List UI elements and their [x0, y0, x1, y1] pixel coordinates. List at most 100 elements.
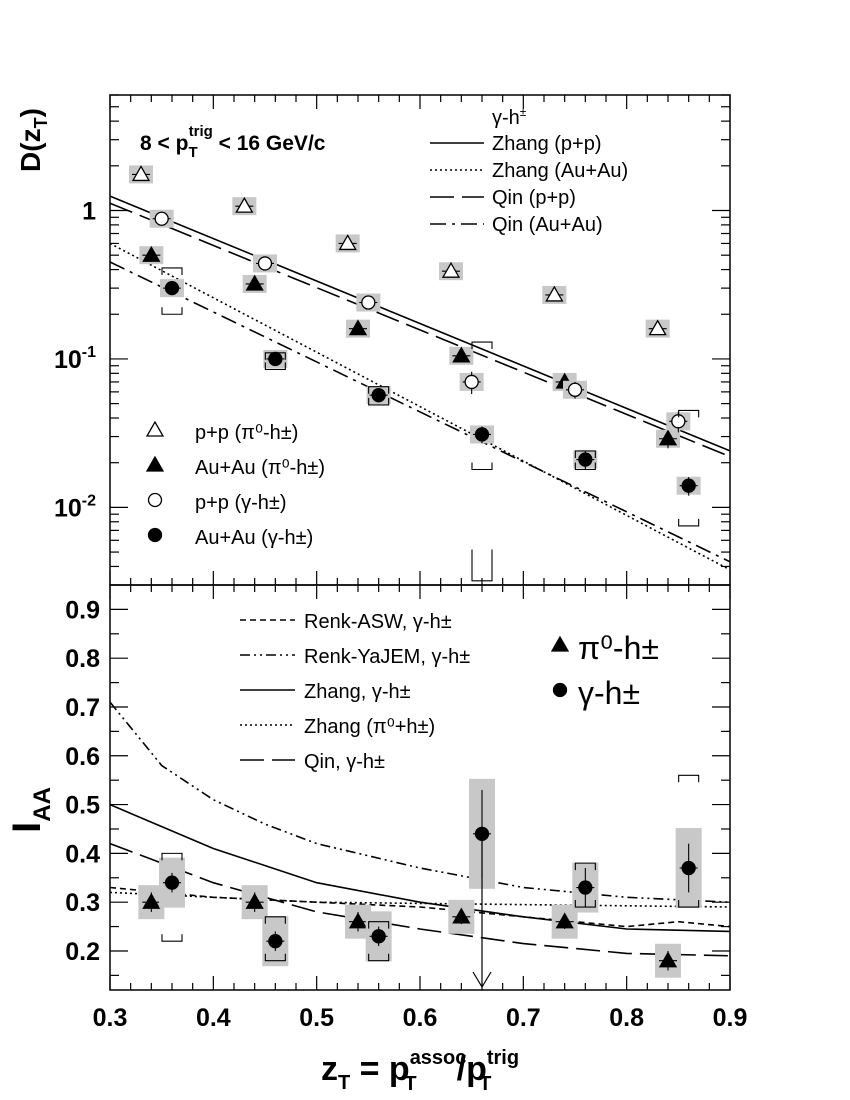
- data-point-open-circle: [257, 256, 273, 271]
- sys-bracket: [368, 397, 390, 406]
- legend-curve-label: Zhang (Au+Au): [492, 160, 628, 182]
- bottom-y-tick-label: 0.9: [65, 596, 100, 624]
- sys-bracket: [368, 953, 390, 962]
- legend-marker-open-circle: [147, 492, 163, 508]
- bottom-y-tick-label: 0.8: [65, 645, 100, 673]
- sys-bracket: [161, 852, 183, 861]
- data-point-filled-circle: [164, 280, 180, 296]
- top-y-tick-label: 1: [82, 198, 96, 226]
- sys-bracket: [264, 362, 286, 370]
- sys-bracket: [368, 921, 390, 929]
- legend-series-label: Au+Au (γ-h±): [195, 527, 313, 549]
- data-point-filled-circle: [268, 351, 283, 367]
- data-point-open-triangle: [648, 319, 667, 336]
- sys-bracket: [471, 462, 493, 471]
- data-point-filled-triangle: [348, 912, 368, 929]
- data-point-filled-triangle: [658, 951, 678, 968]
- bottom-legend-curve-label: Zhang (π⁰+h±): [304, 716, 435, 738]
- x-tick-label: 0.3: [93, 1004, 128, 1032]
- bottom-curve-dashed: [109, 842, 731, 957]
- data-point-open-triangle: [338, 234, 357, 251]
- legend-series-label: p+p (π⁰-h±): [195, 422, 298, 444]
- data-point-filled-circle: [474, 427, 490, 442]
- data-point-filled-triangle: [348, 319, 368, 336]
- data-point-filled-circle: [681, 478, 696, 493]
- data-point-filled-triangle: [142, 245, 161, 262]
- bottom-legend-curve-label: Qin, γ-h±: [304, 751, 385, 773]
- data-point-filled-triangle: [555, 912, 574, 929]
- sys-bracket: [574, 862, 596, 871]
- legend-curve-label: Qin (Au+Au): [492, 214, 603, 236]
- bottom-y-tick-label: 0.2: [65, 938, 100, 966]
- data-point-filled-circle: [268, 934, 283, 949]
- bottom-y-tick-label: 0.6: [65, 743, 100, 771]
- legend-series-label: p+p (γ-h±): [195, 492, 287, 514]
- x-tick-label: 0.6: [403, 1004, 438, 1032]
- bottom-y-tick-label: 0.4: [65, 840, 100, 868]
- bottom-legend-curve-label: Renk-YaJEM, γ-h±: [304, 646, 470, 668]
- sys-bracket: [471, 341, 493, 350]
- x-tick-label: 0.7: [506, 1004, 541, 1032]
- x-axis: 0.3 0.4 0.5 0.6 0.7 0.8 0.9 zT = passoc T/ptrig T: [93, 1004, 748, 1095]
- trigger-range-annotation: 8 < pTtrig < 16 GeV/c: [140, 123, 326, 161]
- data-point-filled-triangle: [658, 429, 678, 446]
- data-point-filled-circle: [164, 875, 180, 890]
- upper-limit-arrowhead: [472, 971, 492, 989]
- bottom-y-axis-label: IAA: [5, 787, 56, 833]
- x-tick-label: 0.9: [713, 1004, 748, 1032]
- top-curve-solid: [109, 195, 731, 452]
- top-line-legend-title: γ-h±: [492, 105, 527, 129]
- data-point-filled-circle: [578, 452, 593, 467]
- data-point-filled-circle: [578, 880, 593, 895]
- bottom-curve-solid: [109, 803, 731, 933]
- bottom-y-tick-label: 0.3: [65, 889, 100, 917]
- sys-bracket: [264, 916, 286, 924]
- bottom-curve-shortdash: [109, 886, 731, 928]
- data-point-filled-triangle: [245, 274, 264, 291]
- sys-bracket: [574, 900, 596, 908]
- sys-bracket: [264, 352, 286, 360]
- top-y-tick-label: 10-1: [54, 344, 96, 374]
- sys-bracket: [678, 518, 700, 527]
- sys-bracket: [264, 953, 286, 962]
- bottom-legend-marker-filled-circle: [552, 682, 568, 698]
- bottom-curve-dotted: [109, 891, 731, 908]
- sys-bracket: [678, 409, 700, 418]
- data-point-open-circle: [154, 211, 169, 226]
- x-tick-label: 0.8: [609, 1004, 644, 1032]
- data-point-filled-triangle: [452, 346, 471, 363]
- x-tick-label: 0.4: [196, 1004, 231, 1032]
- top-y-axis-label: D(zT): [15, 108, 51, 172]
- data-point-filled-triangle: [245, 892, 264, 909]
- bottom-legend-series-label: γ-h±: [578, 675, 640, 711]
- data-point-filled-circle: [371, 388, 386, 403]
- x-axis-label: zT = passoc T/ptrig T: [321, 1047, 519, 1095]
- legend-marker-open-triangle: [145, 420, 165, 437]
- sys-bracket: [678, 774, 700, 783]
- data-point-filled-triangle: [452, 907, 471, 924]
- data-point-filled-circle: [371, 929, 386, 944]
- data-point-open-triangle: [235, 196, 254, 213]
- data-point-open-circle: [567, 382, 583, 397]
- data-point-open-circle: [464, 374, 479, 390]
- bottom-legend-curve-label: Zhang, γ-h±: [304, 681, 411, 703]
- x-tick-label: 0.5: [299, 1004, 334, 1032]
- data-point-filled-circle: [681, 860, 696, 876]
- sys-bracket: [161, 307, 183, 315]
- sys-bracket: [574, 462, 596, 471]
- legend-curve-label: Zhang (p+p): [492, 133, 602, 155]
- bottom-legend-series-label: π⁰-h±: [578, 630, 659, 666]
- bottom-y-tick-label: 0.5: [65, 792, 100, 820]
- bottom-y-tick-label: 0.7: [65, 694, 100, 722]
- data-point-open-triangle: [131, 165, 151, 182]
- legend-marker-filled-triangle: [145, 455, 165, 472]
- data-point-open-triangle: [545, 285, 564, 302]
- sys-bracket: [161, 934, 183, 942]
- sys-bracket: [161, 267, 183, 275]
- sys-bracket: [368, 386, 390, 394]
- sys-bracket: [574, 450, 596, 458]
- top-panel: 10-2 10-1 1 D(zT) 8 < pTtrig < 16 GeV/c γ-h± Z…: [15, 94, 731, 586]
- top-curve-dashed: [109, 202, 731, 458]
- top-curve-dashdot: [109, 261, 731, 563]
- top-y-tick-label: 10-2: [54, 492, 96, 522]
